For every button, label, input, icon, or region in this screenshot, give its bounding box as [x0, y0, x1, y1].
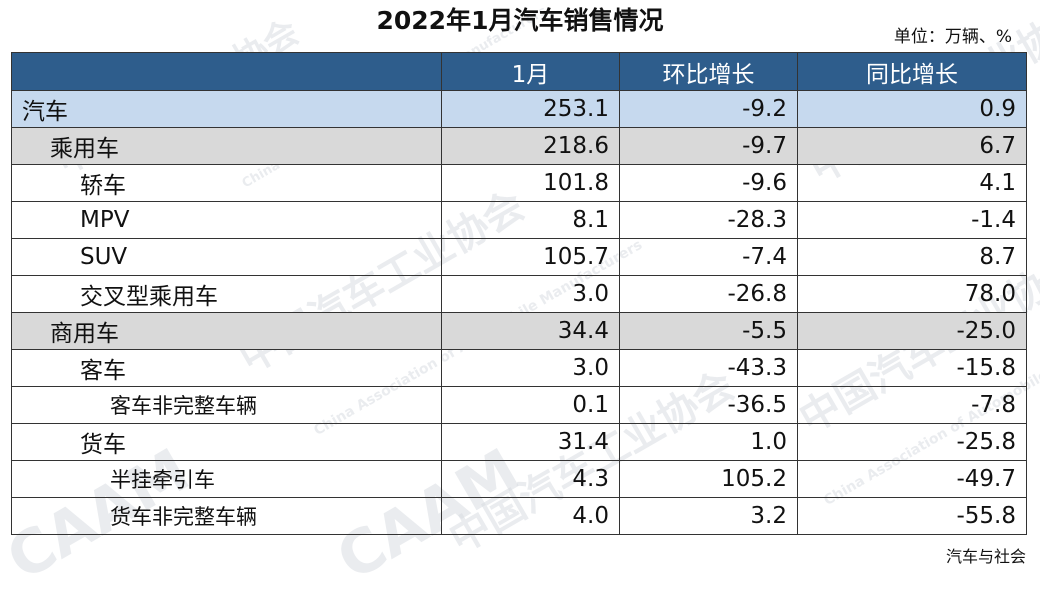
jan-sales-cell: 4.0: [441, 497, 620, 535]
jan-sales-cell: 34.4: [441, 312, 620, 350]
yoy-growth-cell: -7.8: [797, 386, 1027, 424]
yoy-growth-cell: 8.7: [797, 238, 1027, 276]
mom-growth-cell: 3.2: [619, 497, 798, 535]
jan-sales-cell: 218.6: [441, 127, 620, 165]
yoy-growth-cell: -25.0: [797, 312, 1027, 350]
yoy-growth-cell: -55.8: [797, 497, 1027, 535]
jan-sales-cell: 105.7: [441, 238, 620, 276]
row-label: 商用车: [11, 312, 442, 350]
yoy-growth-cell: -15.8: [797, 349, 1027, 387]
mom-growth-cell: 105.2: [619, 460, 798, 498]
yoy-growth-cell: 78.0: [797, 275, 1027, 313]
jan-sales-cell: 31.4: [441, 423, 620, 461]
table-row: 客车非完整车辆 0.1 -36.5 -7.8: [11, 386, 1027, 424]
mom-growth-cell: -26.8: [619, 275, 798, 313]
table-row: 半挂牵引车 4.3 105.2 -49.7: [11, 460, 1027, 498]
jan-sales-cell: 3.0: [441, 275, 620, 313]
row-label: 货车非完整车辆: [11, 497, 442, 535]
row-label: 乘用车: [11, 127, 442, 165]
yoy-growth-cell: 0.9: [797, 90, 1027, 128]
table-row: 货车非完整车辆 4.0 3.2 -55.8: [11, 497, 1027, 535]
table-body: 汽车 253.1 -9.2 0.9 乘用车 218.6 -9.7 6.7 轿车 101.8 -9.6…: [11, 90, 1027, 535]
source-label: 汽车与社会: [945, 547, 1026, 566]
row-label: 客车: [11, 349, 442, 387]
row-label: 交叉型乘用车: [11, 275, 442, 313]
sales-table: 1月 环比增长 同比增长 汽车 253.1 -9.2 0.9 乘用车 218.6 -9.7 6…: [11, 52, 1027, 535]
header-category: [11, 52, 442, 91]
row-label: 货车: [11, 423, 442, 461]
row-label: 客车非完整车辆: [11, 386, 442, 424]
row-label: MPV: [11, 201, 442, 239]
table-row: 客车 3.0 -43.3 -15.8: [11, 349, 1027, 387]
mom-growth-cell: -9.7: [619, 127, 798, 165]
table-row: 轿车 101.8 -9.6 4.1: [11, 164, 1027, 202]
mom-growth-cell: -43.3: [619, 349, 798, 387]
jan-sales-cell: 253.1: [441, 90, 620, 128]
table-row: 汽车 253.1 -9.2 0.9: [11, 90, 1027, 128]
mom-growth-cell: -9.6: [619, 164, 798, 202]
header-yoy-growth: 同比增长: [797, 52, 1027, 91]
row-label: 半挂牵引车: [11, 460, 442, 498]
table-row: MPV 8.1 -28.3 -1.4: [11, 201, 1027, 239]
yoy-growth-cell: 6.7: [797, 127, 1027, 165]
yoy-growth-cell: -49.7: [797, 460, 1027, 498]
row-label: 汽车: [11, 90, 442, 128]
mom-growth-cell: -9.2: [619, 90, 798, 128]
jan-sales-cell: 3.0: [441, 349, 620, 387]
header-january: 1月: [441, 52, 620, 91]
mom-growth-cell: -28.3: [619, 201, 798, 239]
row-label: SUV: [11, 238, 442, 276]
jan-sales-cell: 8.1: [441, 201, 620, 239]
jan-sales-cell: 0.1: [441, 386, 620, 424]
jan-sales-cell: 4.3: [441, 460, 620, 498]
table-row: SUV 105.7 -7.4 8.7: [11, 238, 1027, 276]
mom-growth-cell: -36.5: [619, 386, 798, 424]
yoy-growth-cell: 4.1: [797, 164, 1027, 202]
yoy-growth-cell: -25.8: [797, 423, 1027, 461]
table-row: 交叉型乘用车 3.0 -26.8 78.0: [11, 275, 1027, 313]
row-label: 轿车: [11, 164, 442, 202]
jan-sales-cell: 101.8: [441, 164, 620, 202]
page-title: 2022年1月汽车销售情况: [376, 6, 664, 35]
header-mom-growth: 环比增长: [619, 52, 798, 91]
table-row: 商用车 34.4 -5.5 -25.0: [11, 312, 1027, 350]
mom-growth-cell: -5.5: [619, 312, 798, 350]
table-row: 乘用车 218.6 -9.7 6.7: [11, 127, 1027, 165]
mom-growth-cell: 1.0: [619, 423, 798, 461]
yoy-growth-cell: -1.4: [797, 201, 1027, 239]
mom-growth-cell: -7.4: [619, 238, 798, 276]
table-row: 货车 31.4 1.0 -25.8: [11, 423, 1027, 461]
table-header-row: 1月 环比增长 同比增长: [11, 52, 1027, 91]
unit-label: 单位：万辆、%: [893, 27, 1012, 47]
